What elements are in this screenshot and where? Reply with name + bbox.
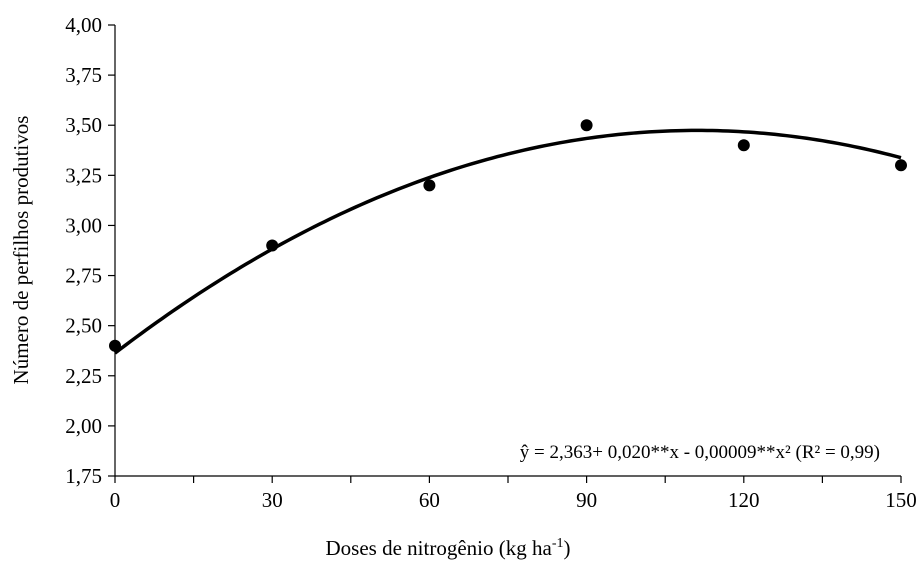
x-tick-label: 120 [728, 488, 760, 512]
regression-equation: ŷ = 2,363+ 0,020**x - 0,00009**x² (R² = … [520, 442, 880, 463]
x-tick-label: 0 [110, 488, 121, 512]
x-axis-title: Doses de nitrogênio (kg ha-1) [326, 536, 571, 560]
x-tick-label: 150 [885, 488, 917, 512]
y-ticks: 1,75 2,00 2,25 2,50 2,75 3,00 3,25 3,50 3,75 4,00 [65, 13, 115, 488]
y-tick-label: 2,50 [65, 314, 102, 338]
x-axis-title-close: ) [563, 536, 570, 560]
data-point [737, 139, 750, 152]
x-ticks: 0 30 60 90 120 150 [110, 476, 917, 512]
x-axis-title-text: Doses de nitrogênio (kg ha [326, 536, 553, 560]
y-axis: 1,75 2,00 2,25 2,50 2,75 3,00 3,25 3,50 3,75 4,00 [65, 13, 116, 488]
x-axis-title-superscript: -1 [552, 536, 564, 551]
y-tick-label: 3,25 [65, 163, 102, 187]
fit-curve [113, 128, 902, 355]
y-axis-title: Número de perfilhos produtivos [9, 116, 33, 385]
data-point [423, 179, 436, 192]
x-tick-label: 60 [419, 488, 440, 512]
x-axis: 0 30 60 90 120 150 [110, 475, 917, 512]
y-tick-label: 3,00 [65, 213, 102, 237]
data-point [580, 119, 593, 132]
y-tick-label: 2,75 [65, 264, 102, 288]
y-tick-label: 3,75 [65, 63, 102, 87]
data-point [266, 239, 279, 252]
x-tick-label: 90 [576, 488, 597, 512]
y-tick-label: 4,00 [65, 13, 102, 37]
data-points [109, 119, 907, 352]
data-point [109, 339, 121, 352]
y-tick-label: 1,75 [65, 464, 102, 488]
data-point [895, 159, 907, 172]
y-tick-label: 2,00 [65, 414, 102, 438]
y-tick-label: 2,25 [65, 364, 102, 388]
y-tick-label: 3,50 [65, 113, 102, 137]
x-tick-label: 30 [262, 488, 283, 512]
